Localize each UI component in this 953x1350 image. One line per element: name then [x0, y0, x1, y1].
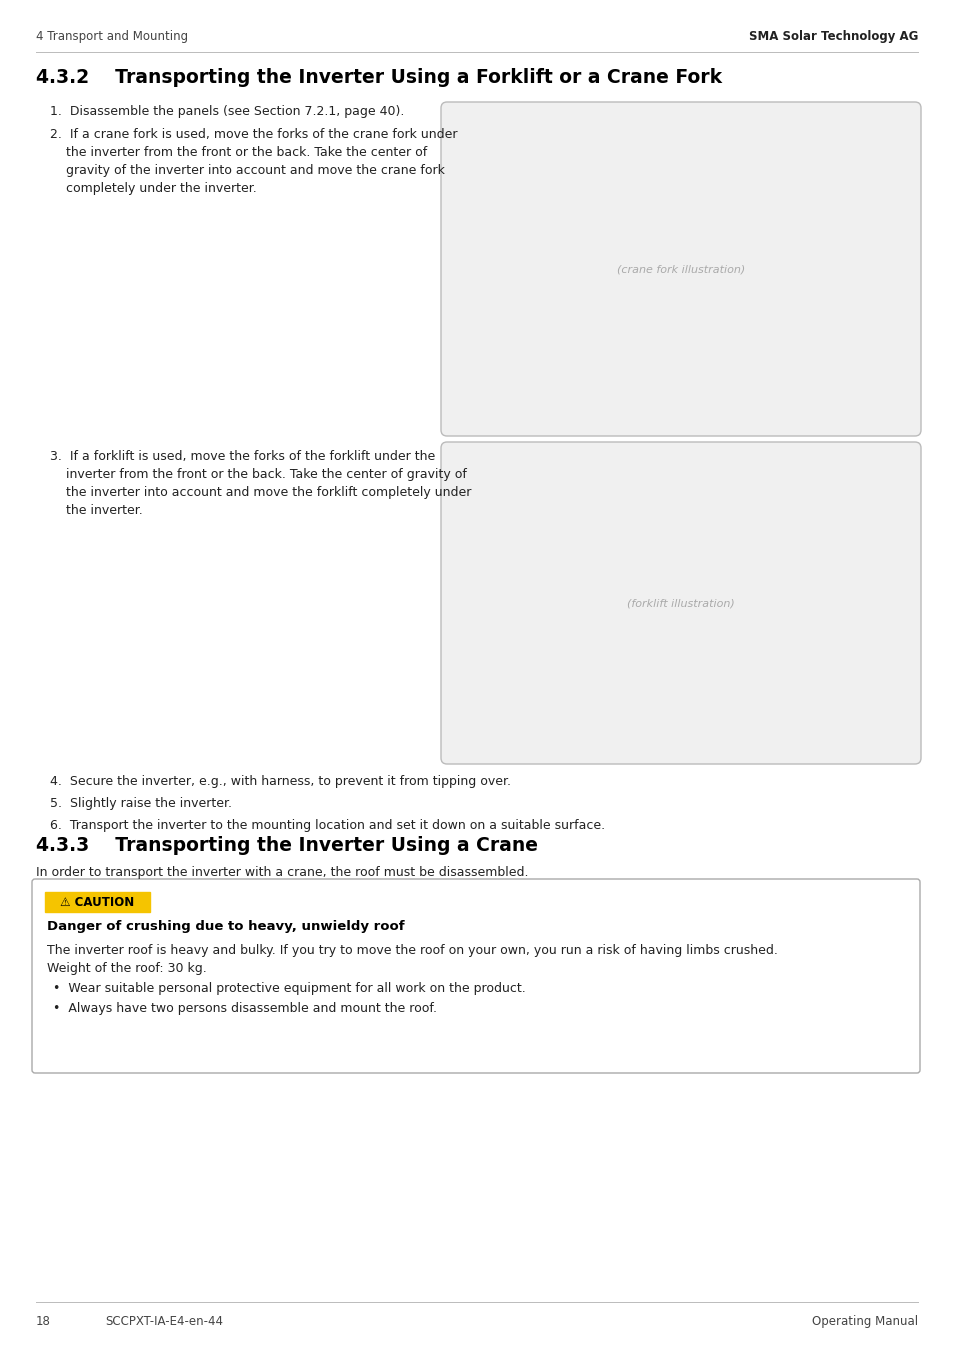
FancyBboxPatch shape: [32, 879, 919, 1073]
Text: Operating Manual: Operating Manual: [811, 1315, 917, 1328]
Text: 5.  Slightly raise the inverter.: 5. Slightly raise the inverter.: [50, 796, 232, 810]
FancyBboxPatch shape: [440, 441, 920, 764]
Text: Weight of the roof: 30 kg.: Weight of the roof: 30 kg.: [47, 963, 207, 975]
Text: 4.3.2    Transporting the Inverter Using a Forklift or a Crane Fork: 4.3.2 Transporting the Inverter Using a …: [36, 68, 721, 86]
Text: SCCPXT-IA-E4-en-44: SCCPXT-IA-E4-en-44: [105, 1315, 223, 1328]
Text: 1.  Disassemble the panels (see Section 7.2.1, page 40).: 1. Disassemble the panels (see Section 7…: [50, 105, 404, 117]
Text: the inverter.: the inverter.: [50, 504, 143, 517]
Text: the inverter into account and move the forklift completely under: the inverter into account and move the f…: [50, 486, 471, 500]
Text: 2.  If a crane fork is used, move the forks of the crane fork under: 2. If a crane fork is used, move the for…: [50, 128, 457, 140]
FancyBboxPatch shape: [440, 103, 920, 436]
Text: SMA Solar Technology AG: SMA Solar Technology AG: [748, 30, 917, 43]
Text: 4.  Secure the inverter, e.g., with harness, to prevent it from tipping over.: 4. Secure the inverter, e.g., with harne…: [50, 775, 511, 788]
Text: 4 Transport and Mounting: 4 Transport and Mounting: [36, 30, 188, 43]
Text: 18: 18: [36, 1315, 51, 1328]
Text: 4.3.3    Transporting the Inverter Using a Crane: 4.3.3 Transporting the Inverter Using a …: [36, 836, 537, 855]
Bar: [45, 892, 150, 913]
Text: Danger of crushing due to heavy, unwieldy roof: Danger of crushing due to heavy, unwield…: [47, 919, 404, 933]
Text: •  Always have two persons disassemble and mount the roof.: • Always have two persons disassemble an…: [53, 1002, 436, 1015]
Text: 3.  If a forklift is used, move the forks of the forklift under the: 3. If a forklift is used, move the forks…: [50, 450, 435, 463]
Text: •  Wear suitable personal protective equipment for all work on the product.: • Wear suitable personal protective equi…: [53, 981, 525, 995]
Text: In order to transport the inverter with a crane, the roof must be disassembled.: In order to transport the inverter with …: [36, 865, 528, 879]
Text: inverter from the front or the back. Take the center of gravity of: inverter from the front or the back. Tak…: [50, 468, 466, 481]
Text: completely under the inverter.: completely under the inverter.: [50, 182, 256, 194]
Text: (forklift illustration): (forklift illustration): [626, 598, 734, 608]
Text: the inverter from the front or the back. Take the center of: the inverter from the front or the back.…: [50, 146, 427, 159]
Text: (crane fork illustration): (crane fork illustration): [617, 265, 744, 274]
Text: 6.  Transport the inverter to the mounting location and set it down on a suitabl: 6. Transport the inverter to the mountin…: [50, 819, 604, 832]
Text: The inverter roof is heavy and bulky. If you try to move the roof on your own, y: The inverter roof is heavy and bulky. If…: [47, 944, 777, 957]
Text: gravity of the inverter into account and move the crane fork: gravity of the inverter into account and…: [50, 163, 444, 177]
Text: ⚠ CAUTION: ⚠ CAUTION: [60, 895, 134, 909]
